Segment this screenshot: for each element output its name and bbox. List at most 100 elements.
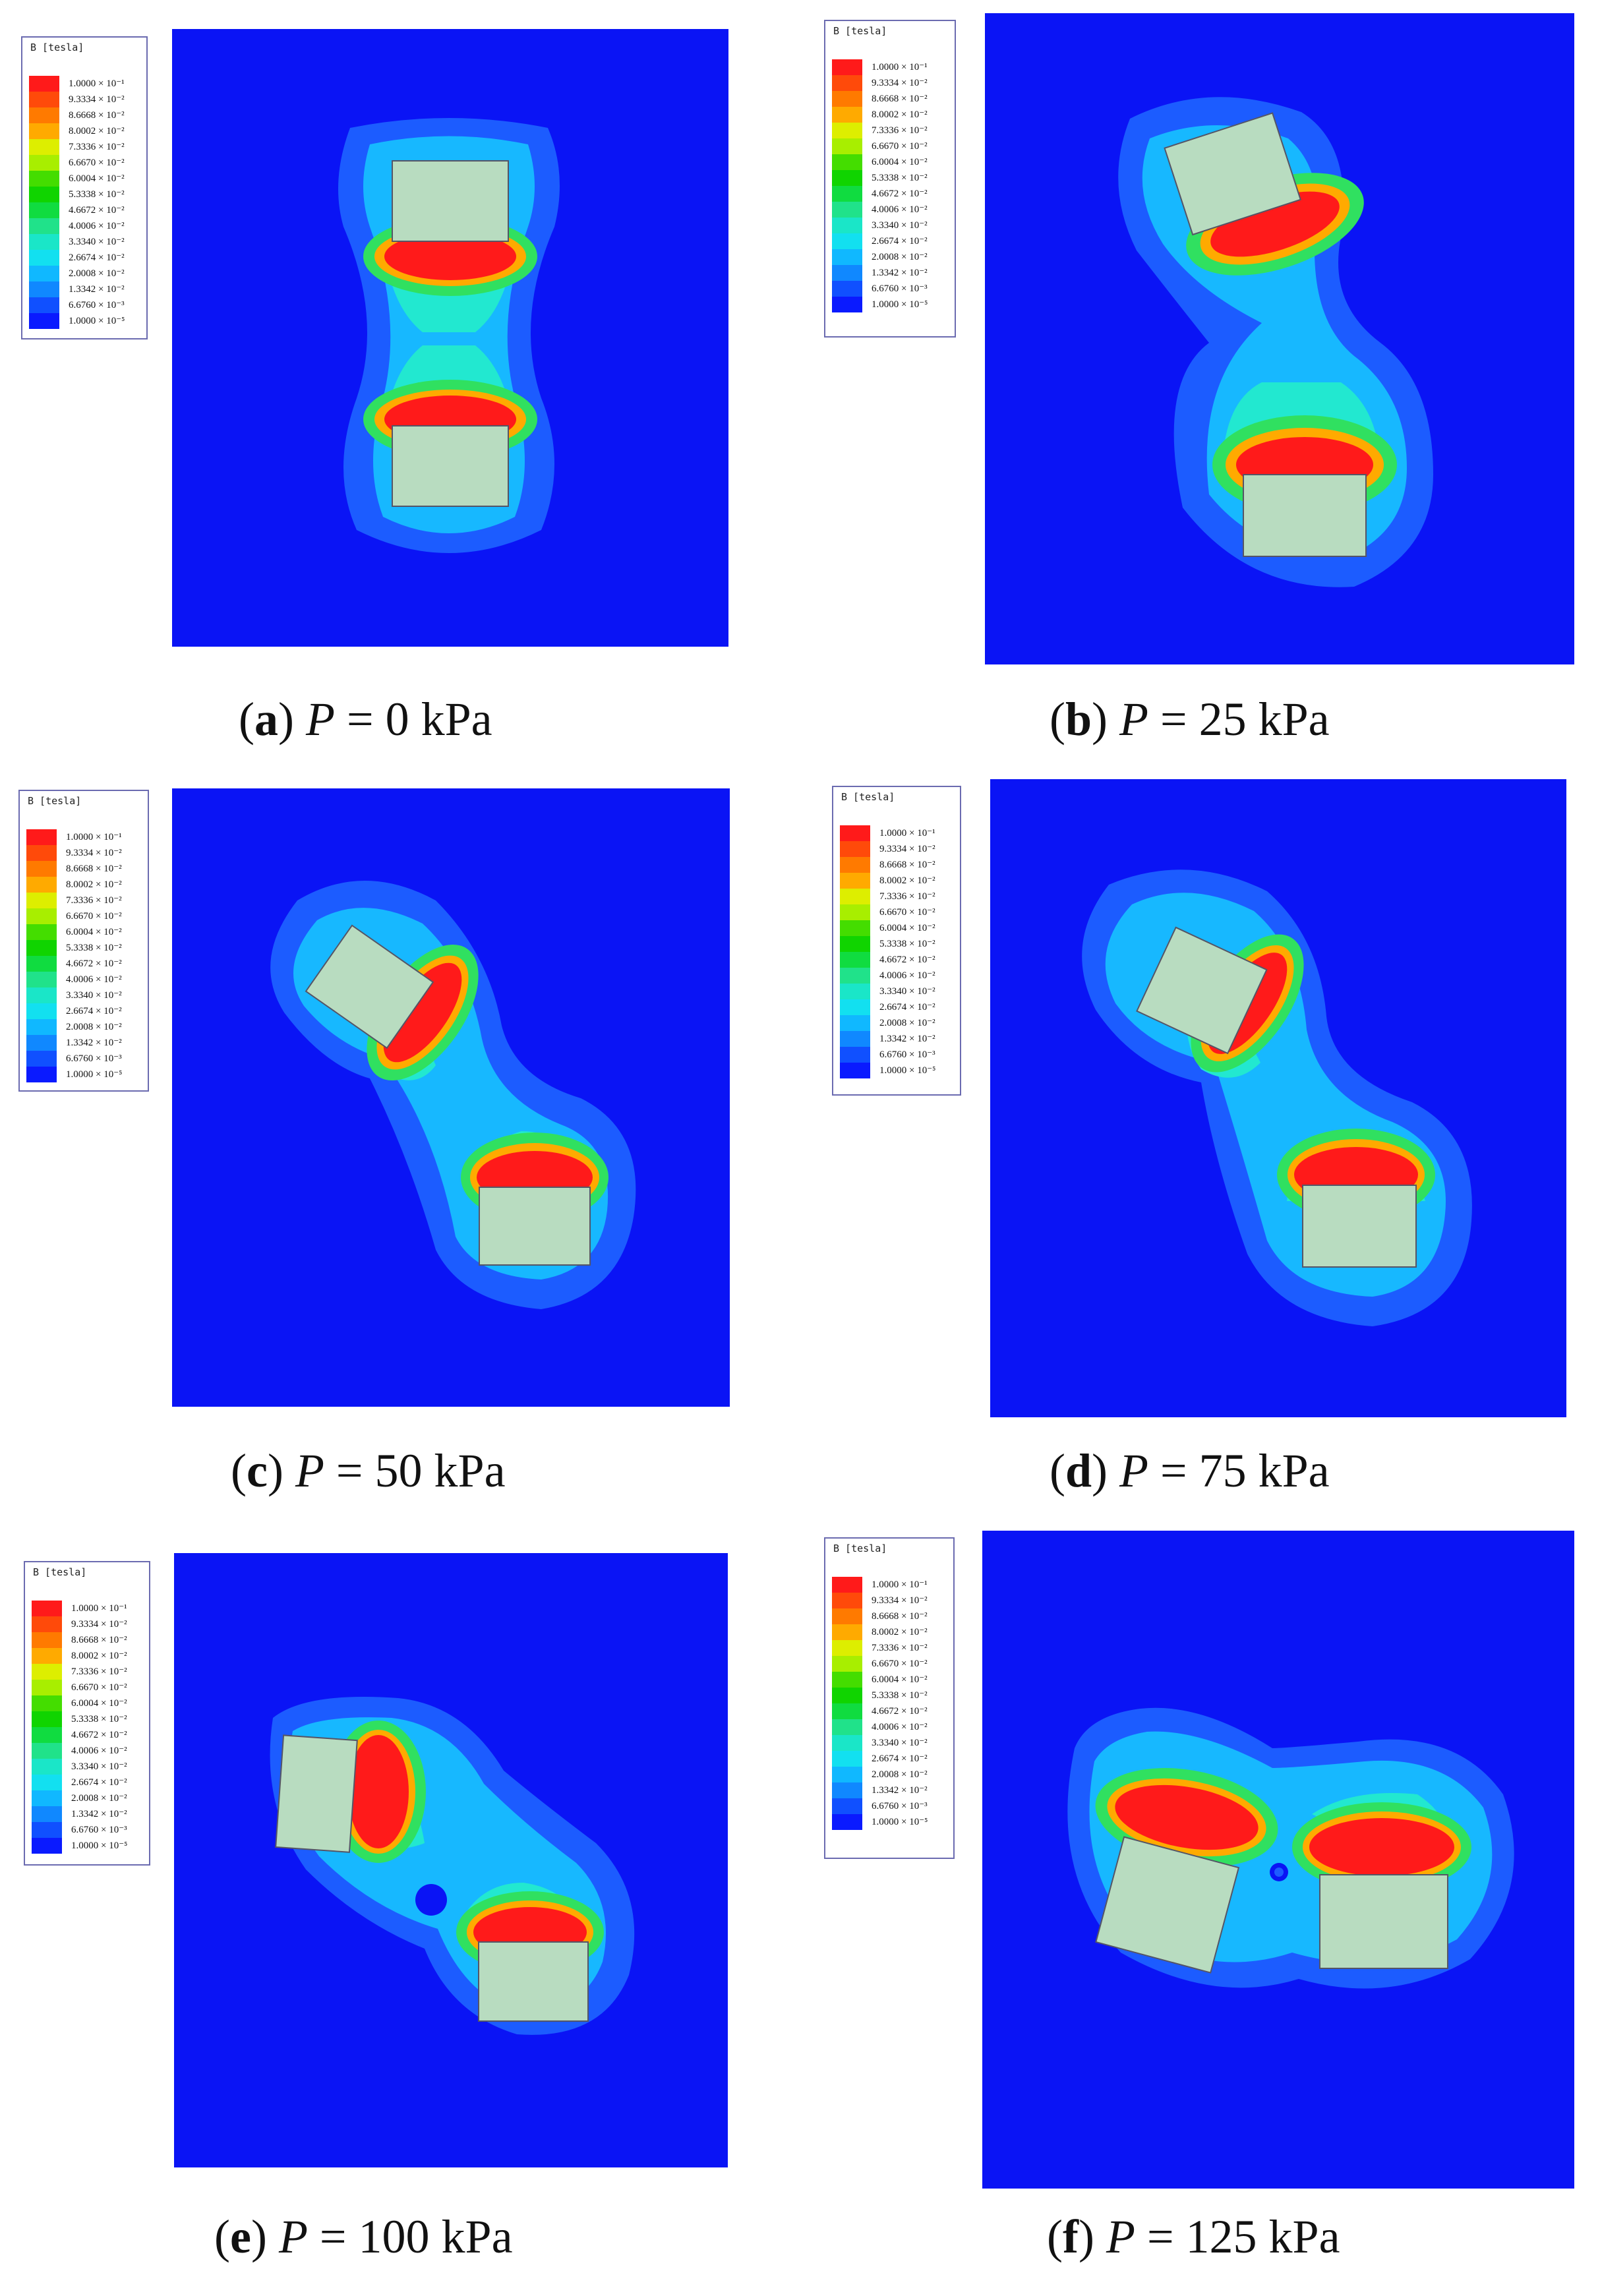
legend-swatch bbox=[840, 889, 870, 904]
legend-swatch bbox=[29, 234, 59, 250]
legend-swatch bbox=[832, 1767, 862, 1782]
legend-label: 9.3334 × 10⁻² bbox=[71, 1619, 127, 1630]
caption-d: (d) P = 75 kPa bbox=[1050, 1444, 1330, 1497]
legend-label: 1.0000 × 10⁻¹ bbox=[71, 1603, 127, 1614]
magnet-lower bbox=[478, 1941, 589, 2022]
legend-swatch bbox=[29, 313, 59, 329]
legend-swatch bbox=[29, 171, 59, 187]
legend-label: 1.3342 × 10⁻² bbox=[69, 284, 125, 295]
legend-row: 8.0002 × 10⁻² bbox=[832, 1624, 937, 1640]
legend-swatch bbox=[29, 76, 59, 92]
legend-label: 6.6670 × 10⁻² bbox=[71, 1682, 127, 1693]
legend-row: 7.3336 × 10⁻² bbox=[840, 889, 945, 904]
legend-row: 8.0002 × 10⁻² bbox=[32, 1648, 137, 1664]
legend-label: 2.0008 × 10⁻² bbox=[872, 1769, 928, 1780]
legend-label: 7.3336 × 10⁻² bbox=[872, 125, 928, 136]
legend-row: 6.6670 × 10⁻² bbox=[29, 155, 134, 171]
legend-row: 6.6670 × 10⁻² bbox=[26, 908, 132, 924]
legend-row: 4.6672 × 10⁻² bbox=[832, 1703, 937, 1719]
legend-row: 6.0004 × 10⁻² bbox=[32, 1695, 137, 1711]
magnet-upper bbox=[1164, 112, 1302, 236]
legend-swatch bbox=[832, 1624, 862, 1640]
legend-swatch bbox=[840, 1031, 870, 1047]
legend-swatch bbox=[32, 1695, 62, 1711]
legend-label: 7.3336 × 10⁻² bbox=[69, 142, 125, 152]
legend-label: 2.6674 × 10⁻² bbox=[71, 1777, 127, 1788]
legend-row: 6.0004 × 10⁻² bbox=[840, 920, 945, 936]
legend-swatch bbox=[832, 1672, 862, 1688]
legend-row: 7.3336 × 10⁻² bbox=[832, 123, 937, 138]
legend-label: 5.3338 × 10⁻² bbox=[69, 189, 125, 200]
legend-swatch bbox=[840, 873, 870, 889]
legend-row: 1.0000 × 10⁻¹ bbox=[26, 829, 132, 845]
legend-swatch bbox=[32, 1806, 62, 1822]
legend-swatch bbox=[29, 92, 59, 107]
legend-a: B [tesla] 1.0000 × 10⁻¹ 9.3334 × 10⁻² 8.66… bbox=[21, 36, 148, 339]
legend-row: 9.3334 × 10⁻² bbox=[29, 92, 134, 107]
field-plot-a bbox=[172, 29, 728, 647]
legend-row: 1.3342 × 10⁻² bbox=[832, 265, 937, 281]
legend-row: 6.0004 × 10⁻² bbox=[832, 154, 937, 170]
magnet-upper bbox=[1136, 926, 1268, 1055]
legend-label: 6.6760 × 10⁻³ bbox=[71, 1825, 127, 1835]
legend-row: 1.0000 × 10⁻⁵ bbox=[32, 1838, 137, 1854]
legend-swatch bbox=[832, 249, 862, 265]
legend-label: 7.3336 × 10⁻² bbox=[872, 1643, 928, 1653]
legend-label: 1.0000 × 10⁻⁵ bbox=[872, 299, 928, 310]
legend-swatch bbox=[32, 1616, 62, 1632]
legend-d: B [tesla] 1.0000 × 10⁻¹ 9.3334 × 10⁻² 8.66… bbox=[832, 786, 961, 1096]
legend-swatch bbox=[29, 187, 59, 202]
legend-label: 6.0004 × 10⁻² bbox=[71, 1698, 127, 1709]
magnet-upper bbox=[275, 1734, 358, 1853]
legend-label: 1.0000 × 10⁻¹ bbox=[872, 62, 928, 73]
legend-row: 2.0008 × 10⁻² bbox=[26, 1019, 132, 1035]
legend-row: 1.3342 × 10⁻² bbox=[32, 1806, 137, 1822]
legend-row: 8.6668 × 10⁻² bbox=[32, 1632, 137, 1648]
legend-row: 7.3336 × 10⁻² bbox=[26, 893, 132, 908]
legend-row: 5.3338 × 10⁻² bbox=[26, 940, 132, 956]
legend-row: 1.0000 × 10⁻¹ bbox=[29, 76, 134, 92]
legend-row: 6.6670 × 10⁻² bbox=[832, 138, 937, 154]
legend-swatch bbox=[832, 1577, 862, 1593]
legend-row: 2.0008 × 10⁻² bbox=[32, 1790, 137, 1806]
legend-swatch bbox=[832, 1703, 862, 1719]
legend-row: 8.0002 × 10⁻² bbox=[832, 107, 937, 123]
legend-row: 4.0006 × 10⁻² bbox=[32, 1743, 137, 1759]
legend-swatch bbox=[832, 1751, 862, 1767]
legend-swatch bbox=[832, 297, 862, 312]
legend-label: 5.3338 × 10⁻² bbox=[879, 939, 935, 949]
legend-title: B [tesla] bbox=[30, 42, 84, 53]
legend-swatch bbox=[32, 1648, 62, 1664]
legend-label: 9.3334 × 10⁻² bbox=[69, 94, 125, 105]
legend-row: 6.0004 × 10⁻² bbox=[832, 1672, 937, 1688]
legend-swatch bbox=[26, 1051, 57, 1067]
legend-label: 5.3338 × 10⁻² bbox=[872, 173, 928, 183]
legend-swatch bbox=[840, 904, 870, 920]
legend-swatch bbox=[832, 1656, 862, 1672]
legend-label: 1.0000 × 10⁻¹ bbox=[69, 78, 125, 89]
legend-swatch bbox=[32, 1632, 62, 1648]
legend-label: 1.3342 × 10⁻² bbox=[879, 1034, 935, 1044]
legend-row: 9.3334 × 10⁻² bbox=[832, 1593, 937, 1608]
legend-row: 6.6760 × 10⁻³ bbox=[840, 1047, 945, 1063]
legend-label: 6.0004 × 10⁻² bbox=[69, 173, 125, 184]
legend-label: 5.3338 × 10⁻² bbox=[872, 1690, 928, 1701]
magnet-lower bbox=[1319, 1874, 1448, 1969]
legend-c: B [tesla] 1.0000 × 10⁻¹ 9.3334 × 10⁻² 8.66… bbox=[18, 790, 149, 1092]
legend-row: 1.0000 × 10⁻⁵ bbox=[832, 297, 937, 312]
legend-row: 2.6674 × 10⁻² bbox=[32, 1775, 137, 1790]
legend-row: 5.3338 × 10⁻² bbox=[29, 187, 134, 202]
legend-swatch bbox=[832, 154, 862, 170]
magnet-lower bbox=[1243, 474, 1367, 557]
legend-row: 8.0002 × 10⁻² bbox=[840, 873, 945, 889]
legend-row: 5.3338 × 10⁻² bbox=[832, 170, 937, 186]
legend-label: 4.0006 × 10⁻² bbox=[71, 1746, 127, 1756]
legend-row: 2.0008 × 10⁻² bbox=[840, 1015, 945, 1031]
legend-swatch bbox=[832, 1640, 862, 1656]
legend-swatch bbox=[840, 952, 870, 968]
legend-label: 8.0002 × 10⁻² bbox=[66, 879, 122, 890]
legend-row: 3.3340 × 10⁻² bbox=[832, 218, 937, 233]
legend-label: 6.6670 × 10⁻² bbox=[69, 158, 125, 168]
legend-title: B [tesla] bbox=[833, 25, 887, 37]
legend-swatch bbox=[26, 877, 57, 893]
